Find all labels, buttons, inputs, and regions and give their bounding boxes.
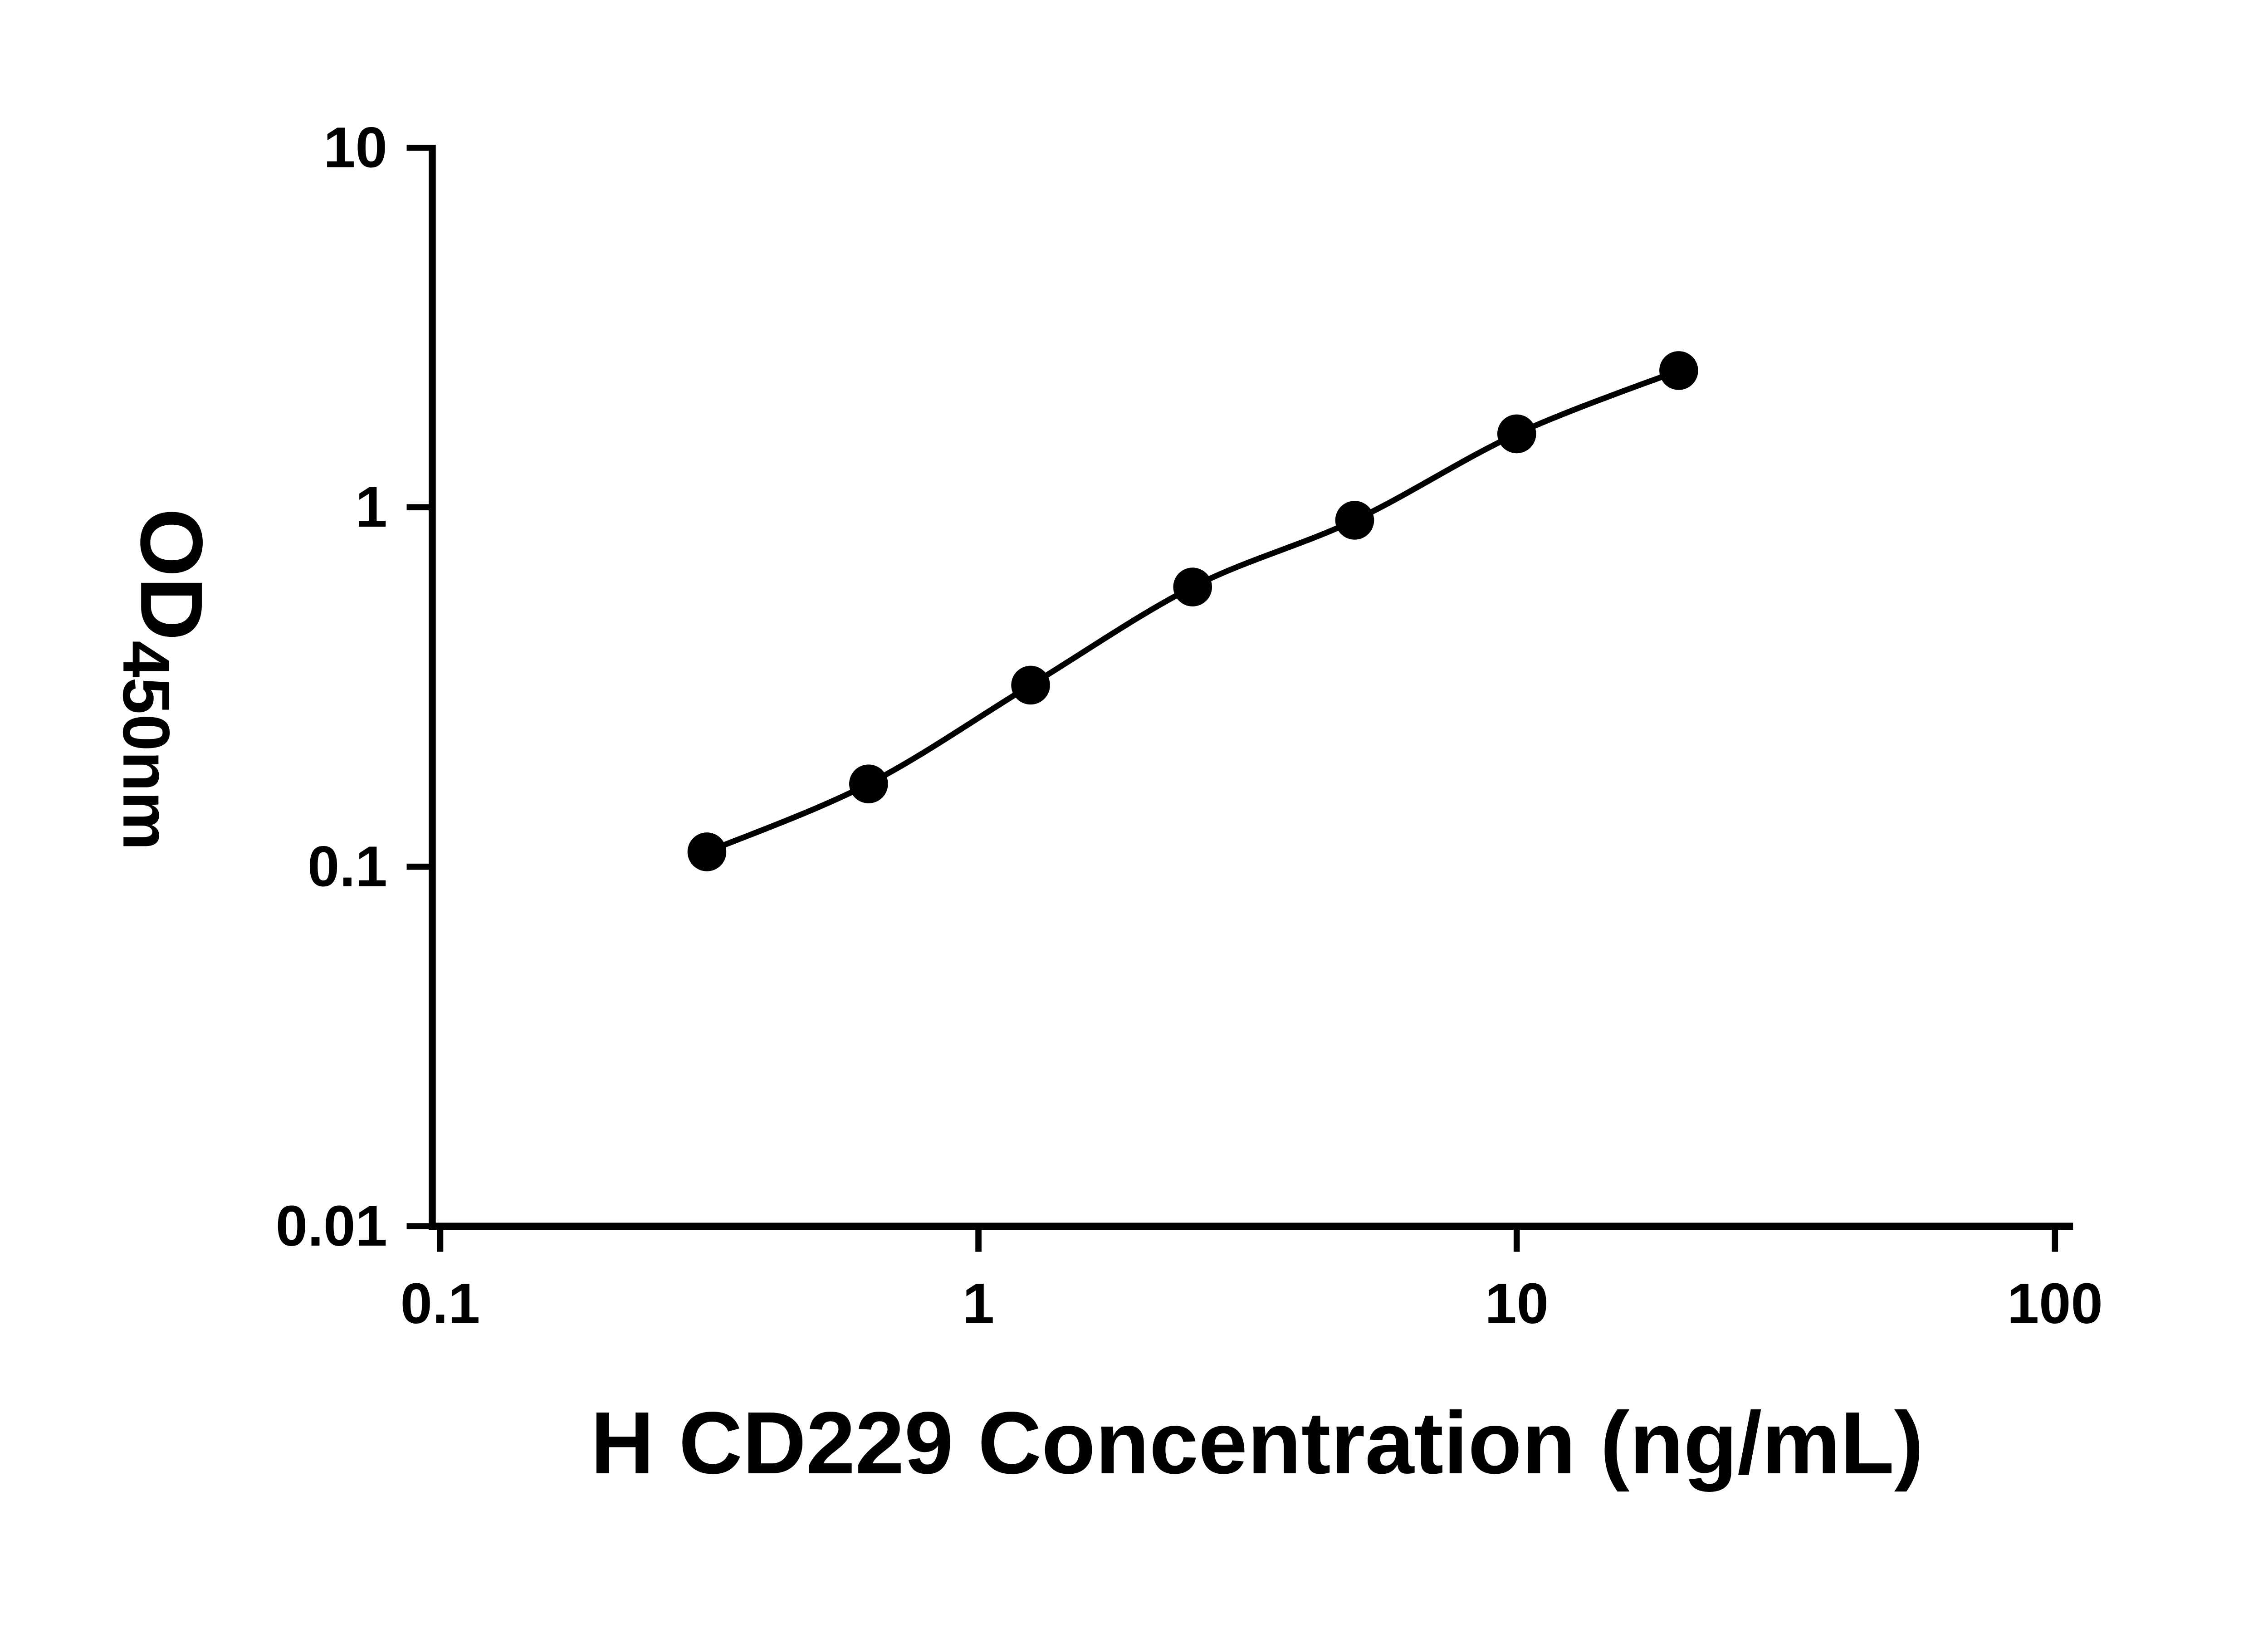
data-point-marker bbox=[1011, 665, 1050, 705]
y-tick-label: 1 bbox=[355, 475, 387, 539]
data-point-marker bbox=[1497, 414, 1536, 454]
x-tick-label: 1 bbox=[963, 1271, 994, 1335]
x-axis-title: H CD229 Concentration (ng/mL) bbox=[591, 1394, 1924, 1492]
x-tick-label: 0.1 bbox=[401, 1271, 480, 1335]
data-point-marker bbox=[849, 764, 888, 803]
y-tick-label: 0.01 bbox=[276, 1194, 387, 1258]
y-axis-ticks: 10 1 0.1 0.01 bbox=[276, 116, 432, 1258]
y-tick-label: 10 bbox=[323, 116, 387, 180]
data-point-marker bbox=[1335, 501, 1374, 540]
y-axis-title: OD450nm bbox=[109, 508, 220, 851]
x-tick-label: 100 bbox=[2007, 1271, 2103, 1335]
y-tick-label: 0.1 bbox=[308, 835, 387, 899]
x-axis-ticks: 0.1 1 10 100 bbox=[401, 1226, 2103, 1335]
data-point-marker bbox=[1173, 567, 1212, 606]
data-point-marker bbox=[687, 832, 727, 871]
elisa-standard-curve-figure: 0.1 1 10 100 10 1 0.1 0.01 H CD229 Concentrati… bbox=[109, 115, 2103, 1492]
x-tick-label: 10 bbox=[1485, 1271, 1549, 1335]
y-axis-title-main: OD bbox=[122, 508, 220, 641]
y-axis-title-sub: 450nm bbox=[109, 640, 183, 850]
data-point-marker bbox=[1659, 351, 1698, 390]
plot-area bbox=[687, 351, 1698, 871]
